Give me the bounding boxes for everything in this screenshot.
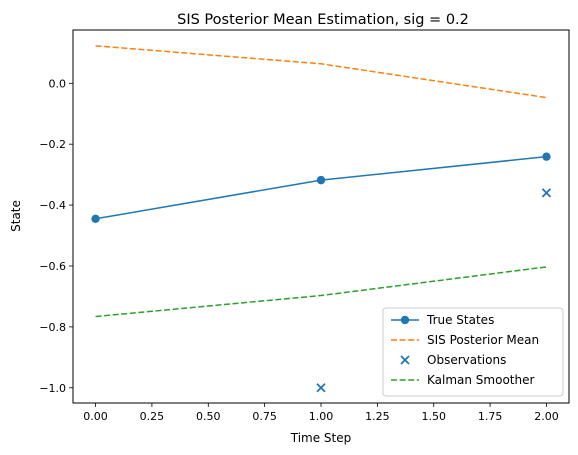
y-tick-label: −0.8 <box>39 321 66 334</box>
x-tick-label: 0.25 <box>140 410 165 423</box>
legend-label-true-states: True States <box>426 313 494 327</box>
y-axis-label: State <box>9 200 23 232</box>
y-tick-label: −0.2 <box>39 138 66 151</box>
legend-marker-dot <box>400 315 410 325</box>
kalman-smoother-line <box>95 266 547 318</box>
legend-marker-observations <box>400 355 410 365</box>
true-states-point <box>542 152 551 161</box>
observations-point <box>316 383 326 393</box>
x-tick-label: 2.00 <box>534 410 559 423</box>
x-axis-label: Time Step <box>290 431 352 445</box>
true-states-point <box>316 175 326 185</box>
y-tick-label: −0.4 <box>39 199 66 212</box>
x-tick-label: 1.50 <box>421 410 446 423</box>
x-tick-label: 0.75 <box>252 410 277 423</box>
y-tick-label: −1.0 <box>39 382 66 395</box>
x-tick-label: 0.00 <box>83 410 108 423</box>
true-states-line <box>95 155 547 220</box>
y-tick-label: 0.0 <box>49 77 67 90</box>
x-tick-label: 1.00 <box>309 410 334 423</box>
chart-title: SIS Posterior Mean Estimation, sig = 0.2 <box>177 12 469 28</box>
x-tick-label: 0.50 <box>196 410 221 423</box>
legend-box <box>382 307 564 397</box>
legend: True States SIS Posterior Mean Observation… <box>382 307 564 397</box>
sis-posterior-mean-line <box>95 45 547 99</box>
legend-label-kalman-smoother: Kalman Smoother <box>427 373 534 387</box>
true-states-point <box>91 214 100 223</box>
legend-label-sis-posterior-mean: SIS Posterior Mean <box>427 333 539 347</box>
y-tick-label: −0.6 <box>39 260 66 273</box>
observations-point <box>541 188 552 198</box>
legend-label-observations: Observations <box>427 353 506 367</box>
x-tick-label: 1.75 <box>478 410 503 423</box>
x-tick-label: 1.25 <box>365 410 390 423</box>
